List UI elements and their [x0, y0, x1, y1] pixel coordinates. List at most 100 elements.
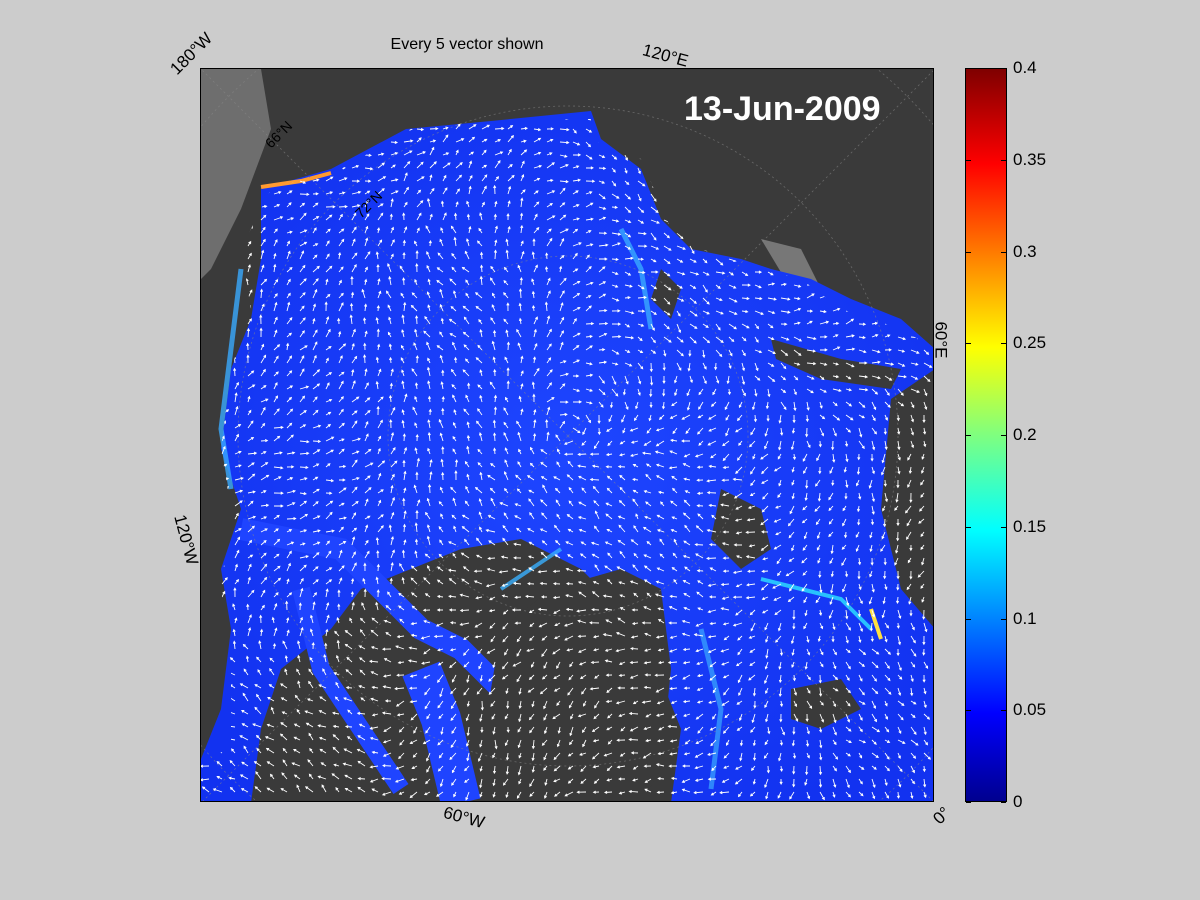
velocity-arrow: [390, 460, 398, 468]
velocity-arrow: [438, 418, 444, 429]
velocity-arrow: [819, 739, 823, 749]
velocity-arrow: [671, 475, 678, 481]
velocity-arrow: [859, 361, 868, 365]
velocity-arrow: [492, 661, 496, 669]
velocity-arrow: [466, 726, 470, 737]
velocity-arrow: [648, 414, 652, 422]
velocity-arrow: [377, 499, 382, 507]
velocity-arrow: [312, 178, 320, 182]
velocity-arrow: [388, 524, 392, 533]
velocity-arrow: [707, 648, 717, 653]
velocity-arrow: [576, 609, 587, 613]
velocity-arrow: [667, 724, 678, 729]
velocity-arrow: [592, 580, 600, 585]
velocity-arrow: [260, 278, 268, 286]
velocity-arrow: [806, 648, 811, 656]
velocity-arrow: [585, 295, 592, 299]
velocity-arrow: [260, 539, 267, 546]
velocity-arrow: [322, 668, 327, 676]
velocity-arrow: [668, 606, 678, 611]
velocity-arrow: [702, 336, 711, 344]
velocity-arrow: [605, 502, 613, 507]
velocity-arrow: [364, 515, 371, 520]
velocity-arrow: [804, 778, 808, 786]
velocity-arrow: [312, 227, 317, 234]
velocity-arrow: [556, 513, 561, 520]
velocity-arrow: [741, 349, 746, 357]
velocity-arrow: [819, 310, 827, 314]
velocity-arrow: [881, 531, 886, 540]
velocity-arrow: [788, 557, 795, 562]
velocity-arrow: [260, 398, 269, 403]
velocity-arrow: [819, 427, 825, 437]
velocity-arrow: [455, 188, 460, 195]
velocity-arrow: [487, 556, 496, 561]
velocity-arrow: [749, 492, 756, 496]
velocity-arrow: [486, 567, 496, 572]
velocity-arrow: [416, 176, 425, 182]
velocity-arrow: [520, 370, 524, 377]
velocity-arrow: [622, 427, 626, 434]
colorbar-tick-mark: [966, 251, 971, 253]
velocity-arrow: [773, 596, 782, 601]
velocity-arrow: [364, 153, 372, 157]
velocity-arrow: [624, 167, 628, 174]
velocity-arrow: [910, 700, 917, 705]
velocity-arrow: [649, 362, 653, 373]
velocity-arrow: [637, 270, 646, 275]
velocity-arrow: [650, 245, 660, 250]
velocity-arrow: [793, 375, 799, 381]
velocity-arrow: [895, 544, 899, 554]
velocity-arrow: [533, 367, 540, 377]
velocity-arrow: [385, 290, 392, 299]
velocity-arrow: [884, 687, 892, 695]
velocity-arrow: [593, 778, 600, 784]
velocity-arrow: [858, 661, 865, 668]
velocity-arrow: [542, 484, 548, 494]
velocity-arrow: [312, 592, 318, 598]
velocity-arrow: [764, 674, 769, 684]
velocity-arrow: [641, 700, 652, 704]
velocity-arrow: [325, 228, 331, 234]
velocity-arrow: [338, 343, 347, 351]
velocity-arrow: [318, 710, 327, 715]
velocity-arrow: [280, 722, 288, 728]
velocity-arrow: [273, 344, 281, 351]
velocity-arrow: [555, 434, 561, 442]
velocity-arrow: [346, 736, 353, 741]
velocity-arrow: [528, 498, 535, 507]
velocity-arrow: [750, 726, 756, 733]
velocity-arrow: [585, 281, 594, 286]
velocity-arrow: [922, 609, 926, 620]
velocity-arrow: [296, 708, 301, 715]
velocity-arrow: [325, 550, 332, 559]
velocity-arrow: [375, 601, 379, 611]
velocity-arrow: [309, 747, 314, 754]
velocity-arrow: [332, 734, 340, 741]
velocity-arrow: [364, 397, 371, 403]
velocity-arrow: [845, 388, 853, 392]
velocity-arrow: [361, 602, 366, 611]
velocity-arrow: [505, 765, 509, 775]
velocity-arrow: [479, 739, 483, 748]
velocity-arrow: [465, 485, 470, 494]
velocity-arrow: [338, 422, 345, 429]
velocity-arrow: [556, 661, 561, 670]
velocity-arrow: [845, 661, 851, 670]
velocity-arrow: [616, 765, 626, 769]
velocity-arrow: [531, 765, 535, 773]
velocity-arrow: [504, 356, 509, 364]
velocity-arrow: [779, 648, 784, 657]
velocity-arrow: [659, 553, 665, 559]
velocity-arrow: [831, 440, 835, 451]
velocity-arrow: [728, 323, 737, 330]
velocity-arrow: [494, 139, 502, 143]
velocity-arrow: [583, 700, 587, 707]
velocity-arrow: [611, 334, 622, 339]
velocity-arrow: [423, 648, 431, 655]
velocity-arrow: [543, 791, 548, 799]
velocity-arrow: [624, 271, 632, 276]
velocity-arrow: [767, 726, 771, 735]
velocity-arrow: [910, 388, 920, 393]
velocity-arrow: [528, 674, 535, 681]
